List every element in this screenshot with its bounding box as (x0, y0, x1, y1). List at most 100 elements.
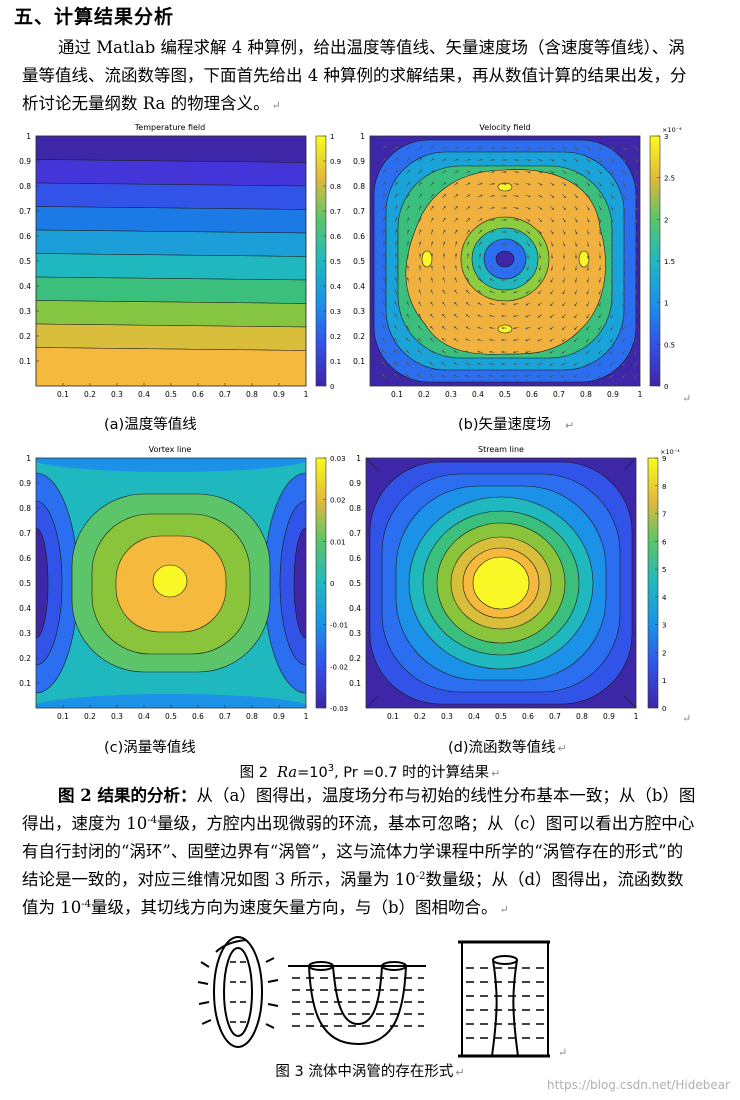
velocity-arrow (598, 181, 602, 187)
colorbar-tick-label: 1 (664, 300, 668, 308)
y-tick-label: 0.6 (19, 232, 31, 241)
velocity-arrow (381, 373, 386, 379)
colorbar-d (647, 457, 659, 709)
x-tick-label: 0.3 (441, 712, 453, 721)
velocity-arrow (418, 289, 422, 295)
colorbar-tick-label: 0 (330, 580, 334, 588)
colorbar-tick-label: 0.6 (330, 233, 342, 241)
velocity-arrow (430, 313, 434, 319)
velocity-arrow (550, 241, 554, 247)
velocity-arrow (478, 277, 482, 283)
velocity-arrow (634, 337, 638, 343)
velocity-arrow (477, 218, 483, 222)
velocity-arrow (429, 374, 435, 378)
velocity-arrow (394, 337, 398, 343)
velocity-arrow (549, 326, 555, 330)
velocity-arrow (418, 277, 422, 283)
velocity-arrow (477, 230, 483, 234)
velocity-arrow (561, 350, 567, 354)
velocity-arrow (574, 229, 578, 235)
velocity-arrow (634, 277, 638, 283)
velocity-arrow (418, 325, 422, 331)
intro-text: 通过 Matlab 编程求解 4 种算例，给出温度等值线、矢量速度场（含速度等值… (22, 38, 687, 113)
velocity-arrow (562, 205, 566, 211)
x-tick-label: 0.7 (549, 712, 561, 721)
velocity-arrow (465, 362, 471, 366)
velocity-arrow (634, 169, 638, 175)
velocity-arrow (477, 362, 483, 366)
velocity-arrow (561, 313, 566, 319)
x-tick-label: 0.7 (553, 390, 565, 399)
velocity-arrow (550, 277, 554, 283)
y-tick-label: 0.2 (349, 654, 361, 663)
velocity-arrow (573, 350, 579, 354)
velocity-arrow (382, 217, 386, 223)
velocity-arrow (586, 217, 590, 223)
y-tick-label: 0.9 (349, 479, 361, 488)
velocity-arrow (382, 337, 386, 343)
stream-chart: Stream line 0.1 0.2 0.3 0.4 0.5 0.6 0.7 0.8 0.9 1… (349, 445, 680, 721)
velocity-arrow (382, 277, 386, 283)
velocity-arrow (453, 194, 459, 198)
velocity-arrow (574, 313, 578, 319)
velocity-arrow (597, 146, 603, 150)
velocity-arrow (441, 350, 447, 354)
colorbar-tick-label: 2 (662, 649, 666, 657)
velocity-arrow (453, 374, 459, 378)
velocity-arrow (598, 337, 602, 343)
velocity-arrow (525, 146, 531, 150)
x-tick-label: 0.1 (57, 390, 69, 399)
colorbar-tick-label: -0.02 (330, 663, 348, 671)
figure-2-caption: 图 2 Ra=103, Pr =0.7 时的计算结果 ↵ (239, 763, 501, 782)
velocity-arrow (586, 241, 590, 247)
figure-2: Temperature field 0.1 0.2 0.3 0.4 0.5 0.6 0.7 0… (19, 123, 682, 399)
velocity-arrow (622, 145, 626, 151)
figure-3-caption: 图 3 流体中涡管的存在形式 ↵ (275, 1064, 465, 1080)
y-tick-label: 1 (360, 132, 365, 141)
figure-2-bottom: Vortex line 0.1 0.2 0.3 0.4 0.5 0.6 0.7 0.8 0.9 1… (19, 445, 680, 721)
u-tube-drawing (288, 961, 426, 1046)
x-tick-label: 0.5 (165, 390, 177, 399)
velocity-arrow (549, 301, 554, 307)
velocity-arrow (574, 193, 578, 199)
velocity-arrow (442, 277, 446, 283)
velocity-arrow (489, 230, 495, 234)
y-tick-label: 1 (26, 454, 31, 463)
colorbar-tick-label: 2.5 (664, 175, 675, 183)
velocity-arrow (454, 265, 458, 271)
velocity-arrow (598, 325, 602, 331)
colorbar-tick-label: 0.7 (330, 208, 341, 216)
velocity-arrow (382, 289, 386, 295)
velocity-arrow (525, 314, 531, 318)
velocity-arrow (406, 229, 410, 235)
velocity-arrow (418, 205, 422, 211)
velocity-arrow (466, 289, 470, 295)
velocity-arrow (489, 218, 495, 222)
velocity-arrow (598, 169, 602, 175)
chart-d-title: Stream line (478, 445, 524, 454)
velocity-arrow (406, 337, 410, 343)
velocity-arrow (394, 301, 398, 307)
caption-c: (c)涡量等值线 (104, 740, 196, 756)
velocity-arrow (394, 145, 399, 150)
velocity-arrow (634, 205, 638, 211)
velocity-arrow (585, 170, 591, 175)
velocity-arrow (513, 218, 519, 222)
velocity-arrow (537, 170, 543, 174)
velocity-arrow (549, 362, 555, 366)
analysis-title: 图 2 结果的分析： (58, 786, 197, 805)
x-tick-label: 0.6 (526, 390, 538, 399)
intro-paragraph: 通过 Matlab 编程求解 4 种算例，给出温度等值线、矢量速度场（含速度等值… (22, 34, 698, 120)
velocity-arrow (489, 242, 495, 246)
y-tick-label: 0.3 (353, 307, 365, 316)
y-tick-label: 0.7 (19, 529, 31, 538)
velocity-arrow (525, 302, 531, 306)
velocity-arrow (585, 338, 590, 343)
temperature-band (35, 206, 307, 234)
velocity-arrow (562, 277, 566, 283)
x-tick-label: 0.6 (192, 712, 204, 721)
watermark: https://blog.csdn.net/Hidebear (546, 1078, 730, 1092)
colorbar-tick-label: 0.5 (664, 341, 675, 349)
x-tick-label: 0.8 (246, 390, 258, 399)
velocity-arrow (406, 205, 410, 211)
